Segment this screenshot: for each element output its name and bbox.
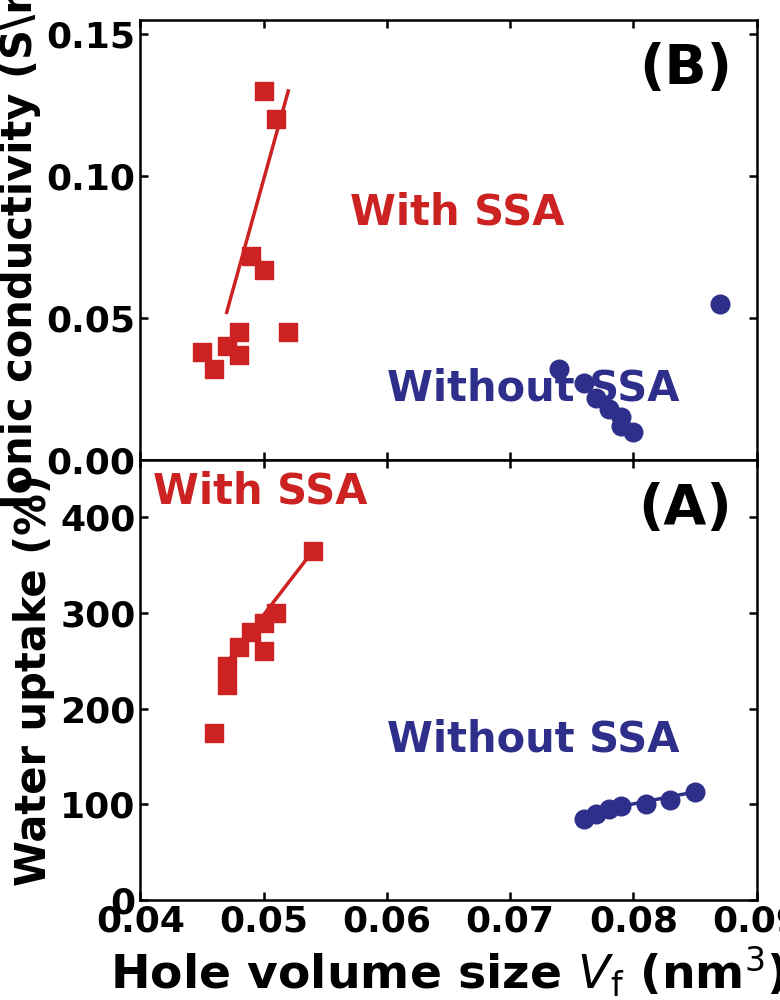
Point <box>257 83 270 99</box>
Text: With SSA: With SSA <box>153 470 367 512</box>
Point <box>578 375 590 391</box>
Text: (A): (A) <box>638 482 732 536</box>
Text: With SSA: With SSA <box>350 191 565 233</box>
Point <box>578 811 590 827</box>
Text: Without SSA: Without SSA <box>387 719 679 761</box>
Point <box>221 338 233 354</box>
Point <box>640 796 652 812</box>
Point <box>602 401 615 417</box>
Point <box>232 639 245 655</box>
Point <box>714 296 726 312</box>
Point <box>602 801 615 817</box>
Point <box>270 605 282 621</box>
Point <box>245 624 257 640</box>
Text: (B): (B) <box>639 42 732 96</box>
Point <box>307 543 319 559</box>
Point <box>590 390 603 406</box>
Point <box>270 111 282 127</box>
Point <box>590 806 603 822</box>
Point <box>257 615 270 631</box>
Point <box>282 324 295 340</box>
Text: Without SSA: Without SSA <box>387 367 679 409</box>
Point <box>615 418 627 434</box>
Point <box>232 324 245 340</box>
Point <box>208 725 221 741</box>
Point <box>245 248 257 264</box>
Y-axis label: Ionic conductivity (S\m: Ionic conductivity (S\m <box>0 0 41 509</box>
Point <box>689 784 701 800</box>
Point <box>627 424 640 440</box>
Point <box>615 798 627 814</box>
Point <box>232 347 245 363</box>
Y-axis label: Water uptake (%): Water uptake (%) <box>12 474 55 886</box>
Point <box>615 409 627 425</box>
Point <box>221 677 233 693</box>
Point <box>257 262 270 278</box>
Point <box>553 361 566 377</box>
Point <box>257 643 270 659</box>
Point <box>221 658 233 674</box>
X-axis label: Hole volume size $V_\mathrm{f}$ (nm$^3$): Hole volume size $V_\mathrm{f}$ (nm$^3$) <box>110 944 780 999</box>
Point <box>664 792 676 808</box>
Point <box>196 344 208 360</box>
Point <box>208 361 221 377</box>
